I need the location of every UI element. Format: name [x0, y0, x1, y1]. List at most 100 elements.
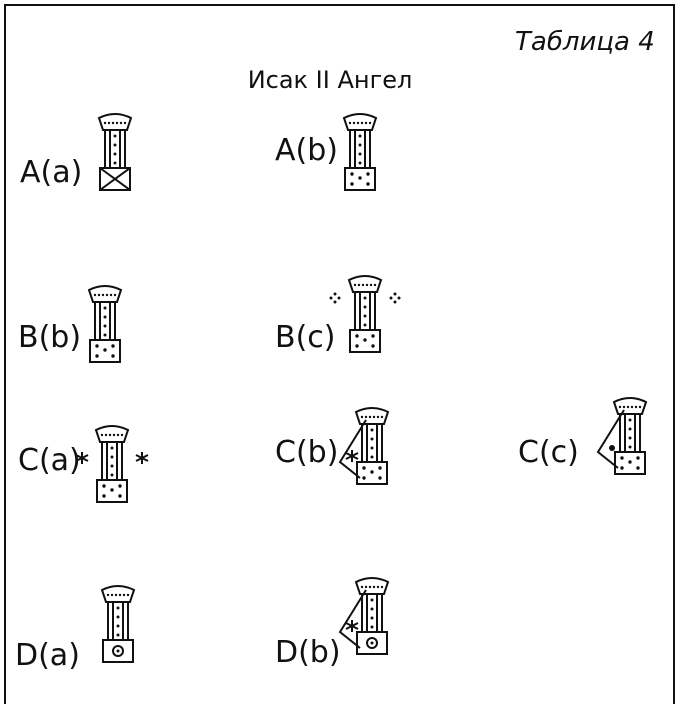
capital: [342, 113, 378, 131]
asterisk: [345, 450, 359, 462]
dot: [378, 466, 382, 470]
dot: [111, 121, 115, 125]
dot: [110, 488, 114, 492]
dot: [620, 466, 624, 470]
item-label: A(b): [275, 133, 338, 168]
table-label: Таблица 4: [515, 27, 655, 57]
dot: [93, 293, 97, 297]
dot: [103, 315, 107, 319]
dot: [363, 323, 367, 327]
dot: [362, 476, 366, 480]
dot: [358, 161, 362, 165]
dot: [102, 484, 106, 488]
dot: [95, 354, 99, 358]
dot: [103, 324, 107, 328]
dot: [628, 460, 632, 464]
flag: [596, 409, 625, 469]
item-label: B(b): [18, 320, 81, 355]
dot: [118, 593, 122, 597]
dot: [106, 593, 110, 597]
dot: [365, 283, 369, 287]
asterisk: [75, 452, 89, 464]
dot: [360, 415, 364, 419]
dot: [389, 296, 393, 300]
dot: [108, 433, 112, 437]
base: [344, 167, 376, 191]
base: [99, 167, 131, 191]
dot: [97, 293, 101, 297]
dot: [110, 473, 114, 477]
dot: [376, 415, 380, 419]
dot: [366, 172, 370, 176]
dot: [628, 436, 632, 440]
dot: [620, 456, 624, 460]
dot: [358, 143, 362, 147]
dot: [114, 593, 118, 597]
dot: [112, 433, 116, 437]
dot: [118, 484, 122, 488]
dot: [358, 176, 362, 180]
column-item: D(b): [275, 577, 390, 670]
dot: [116, 433, 120, 437]
items: A(a) A(b) B(b) B(c) C(a) C(b) C(c) D(a) D(b): [15, 113, 648, 673]
dot: [372, 585, 376, 589]
dot: [113, 293, 117, 297]
dot: [363, 305, 367, 309]
capital: [94, 425, 130, 443]
dot: [368, 585, 372, 589]
dot: [370, 607, 374, 611]
dot: [113, 152, 117, 156]
dot: [110, 446, 114, 450]
dot: [116, 633, 120, 637]
frame: [4, 4, 675, 704]
base: [349, 329, 381, 353]
dot: [364, 585, 368, 589]
dot: [370, 641, 374, 645]
dot: [103, 306, 107, 310]
dot: [366, 182, 370, 186]
item-label: C(c): [518, 435, 579, 470]
dot: [361, 283, 365, 287]
dot: [122, 593, 126, 597]
dot: [355, 334, 359, 338]
dot: [120, 433, 124, 437]
ring: [366, 637, 378, 649]
column-item: A(a): [20, 113, 133, 191]
capital: [97, 113, 133, 131]
dot: [622, 405, 626, 409]
dot: [111, 344, 115, 348]
dot: [360, 585, 364, 589]
base: [96, 479, 128, 503]
dot: [110, 455, 114, 459]
dot: [364, 121, 368, 125]
dot: [362, 466, 366, 470]
dot: [373, 283, 377, 287]
item-label: C(a): [18, 443, 81, 478]
dot: [101, 293, 105, 297]
dot: [626, 405, 630, 409]
dot: [370, 446, 374, 450]
dot: [103, 348, 107, 352]
dot: [100, 433, 104, 437]
dot: [353, 283, 357, 287]
dot: [350, 172, 354, 176]
dot: [370, 437, 374, 441]
dot: [333, 292, 337, 296]
dot: [118, 494, 122, 498]
dot: [393, 300, 397, 304]
dot: [363, 296, 367, 300]
dot: [364, 415, 368, 419]
dot: [110, 593, 114, 597]
dot: [636, 466, 640, 470]
base: [356, 631, 388, 655]
item-label: A(a): [20, 155, 82, 190]
column-item: A(b): [275, 113, 378, 191]
base-cross: [99, 167, 131, 191]
column-item: B(c): [275, 275, 401, 355]
column-item: D(a): [15, 585, 136, 673]
dot: [393, 292, 397, 296]
dot: [116, 624, 120, 628]
dot: [105, 293, 109, 297]
